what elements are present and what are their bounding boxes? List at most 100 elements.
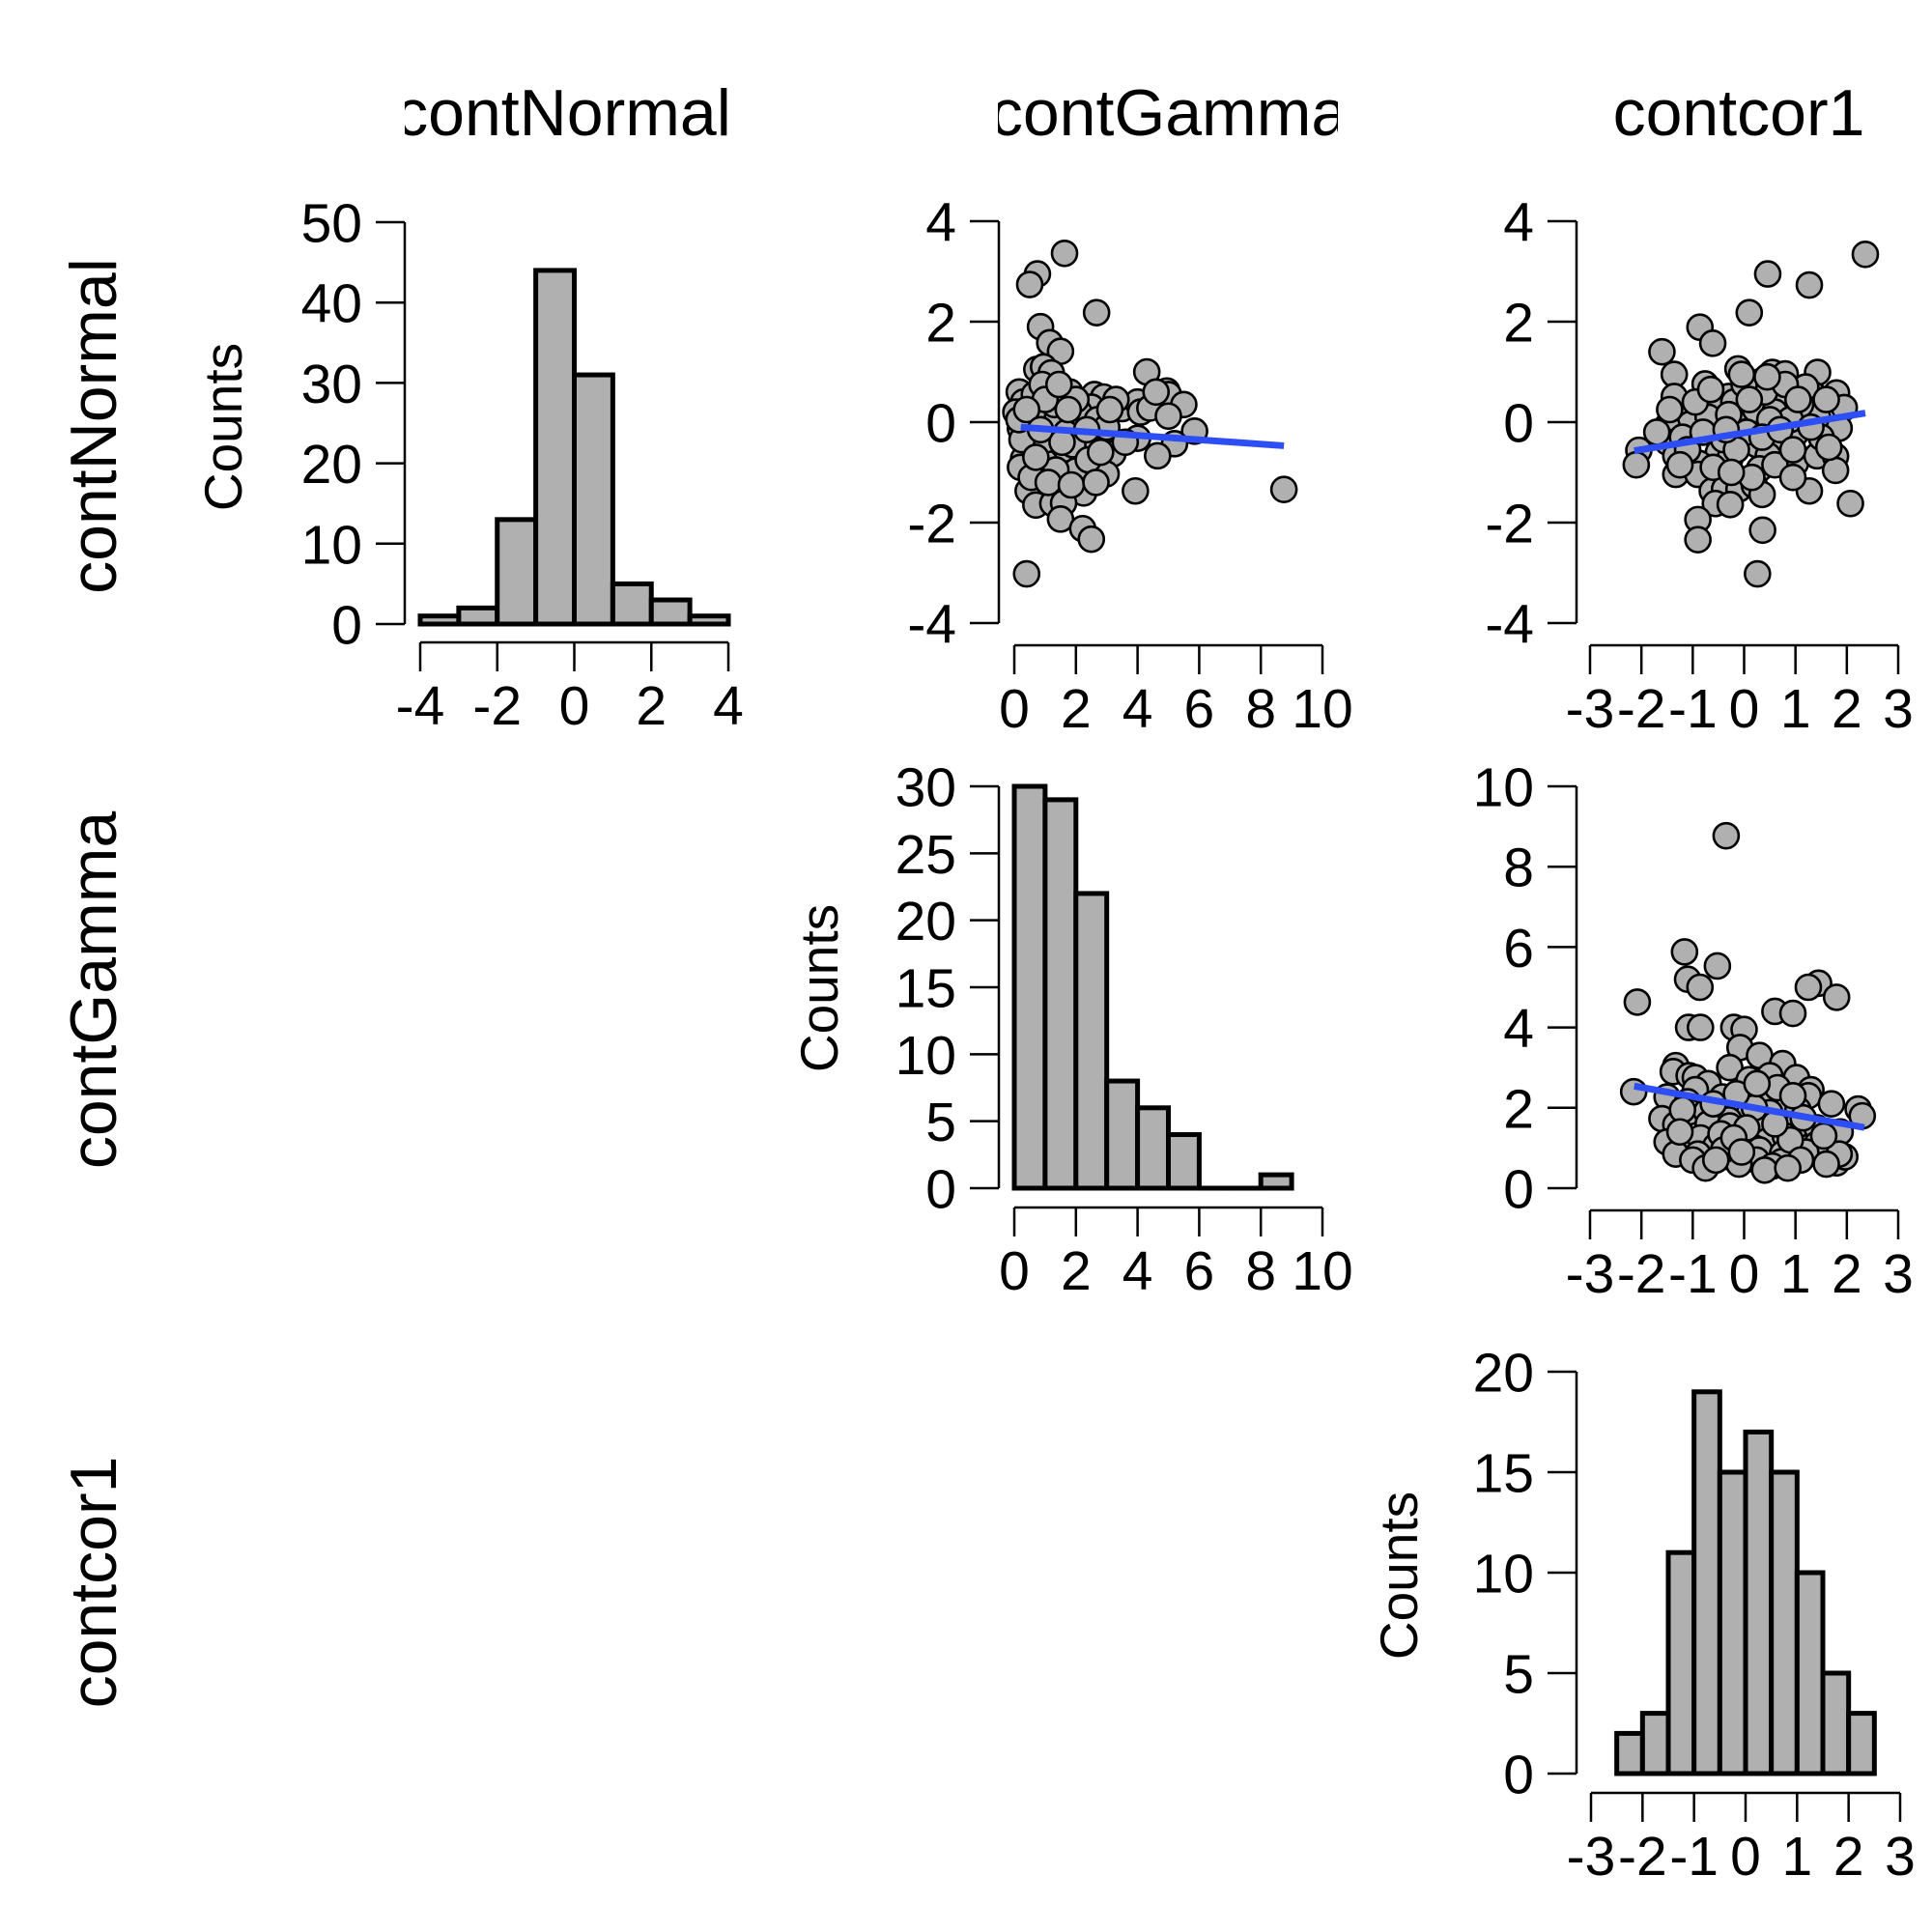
hist-contNormal-bar	[495, 517, 539, 627]
row-label-contcor1: contcor1	[57, 1457, 130, 1709]
hist-contNormal-x-tick-label: 2	[636, 675, 667, 737]
hist-contGamma-x-tick-label: 4	[1122, 1240, 1153, 1302]
scatter-contGamma-contNormal-point	[1044, 370, 1073, 399]
hist-contcor1-x-tick-label: 2	[1833, 1826, 1864, 1888]
hist-contcor1-y-tick-label: 20	[1473, 1343, 1534, 1405]
hist-contGamma-ylabel: Counts	[789, 904, 849, 1072]
scatter-contcor1-contNormal-point	[1753, 260, 1782, 288]
hist-contNormal-bar	[648, 597, 693, 627]
scatter-contcor1-contGamma-point	[1750, 1155, 1779, 1184]
scatter-contGamma-contNormal-point	[1050, 239, 1079, 268]
scatter-contcor1-contGamma-x-tick-label: -3	[1566, 1243, 1615, 1305]
scatter-contcor1-contNormal-y-tick-label: 4	[1503, 192, 1534, 254]
hist-contNormal-x-tick-label: 4	[713, 675, 744, 737]
hist-contNormal-x-tick-label: 0	[559, 675, 590, 737]
scatter-contcor1-contGamma-point	[1809, 1122, 1838, 1151]
scatter-contcor1-contGamma-point	[1670, 938, 1699, 966]
scatter-contcor1-contGamma-point	[1703, 952, 1732, 980]
row-label-contNormal: contNormal	[57, 258, 130, 594]
hist-contGamma-y-tick-label: 20	[895, 891, 956, 952]
scatter-contcor1-contNormal-point	[1735, 385, 1764, 413]
scatter-contGamma-contNormal-x-tick-label: 8	[1245, 678, 1276, 740]
scatter-contGamma-contNormal-point	[1142, 378, 1171, 407]
hist-contcor1-bar	[1820, 1670, 1852, 1776]
scatter-contGamma-contNormal-y-tick-label: 4	[925, 192, 956, 254]
scatter-contcor1-contNormal-y-tick-label: 0	[1503, 393, 1534, 455]
scatter-contGamma-contNormal-point	[1095, 395, 1124, 424]
hist-contGamma-bar	[1258, 1172, 1294, 1191]
scatter-contcor1-contGamma-point	[1665, 1118, 1694, 1147]
scatter-contcor1-contNormal-point	[1753, 362, 1781, 391]
hist-contNormal-y-tick-label: 20	[301, 434, 362, 496]
scatter-contcor1-contGamma-point	[1701, 1146, 1730, 1175]
scatter-contcor1-contGamma-point	[1712, 821, 1741, 850]
scatter-contcor1-contNormal-point	[1851, 241, 1880, 269]
hist-contGamma-bar	[1042, 797, 1079, 1191]
scatter-contGamma-contNormal-y-tick-label: 2	[925, 293, 956, 355]
column-title-contcor1: contcor1	[1613, 76, 1865, 150]
scatter-contcor1-contNormal-point	[1812, 385, 1840, 413]
hist-contcor1-x-tick-label: -1	[1669, 1826, 1719, 1888]
scatter-contcor1-contGamma-point	[1743, 1069, 1772, 1098]
scatter-contcor1-contNormal-point	[1778, 436, 1807, 464]
scatter-contcor1-contNormal-y-tick-label: -4	[1485, 594, 1534, 656]
scatter-contGamma-contNormal-x-tick-label: 6	[1184, 678, 1215, 740]
column-title-contNormal: contNormal	[395, 76, 731, 150]
hist-contcor1-ylabel: Counts	[1369, 1492, 1429, 1660]
scatter-contcor1-contGamma-y-tick-label: 0	[1503, 1159, 1534, 1221]
hist-contcor1-bar	[1794, 1570, 1826, 1776]
hist-contGamma-x-tick-label: 8	[1245, 1240, 1276, 1302]
hist-contGamma-bar	[1135, 1105, 1171, 1191]
scatter-contcor1-contGamma-point	[1812, 1150, 1840, 1179]
scatter-contcor1-contNormal-point	[1684, 526, 1712, 554]
hist-contNormal-bar	[572, 372, 615, 627]
scatter-contGamma-contNormal-point	[1054, 395, 1083, 424]
scatter-contGamma-contNormal-point	[1082, 298, 1111, 327]
scatter-contcor1-contNormal-point	[1795, 270, 1824, 299]
scatter-contcor1-contGamma-point	[1623, 988, 1652, 1016]
scatter-contGamma-contNormal-y-tick-label: 0	[925, 393, 956, 455]
scatter-contcor1-contNormal-point	[1748, 516, 1776, 545]
scatter-contcor1-contNormal-point	[1727, 360, 1756, 388]
scatter-contGamma-contNormal-point	[1015, 270, 1044, 298]
scatter-contcor1-contNormal-x-tick-label: 1	[1780, 678, 1811, 740]
scatter-contcor1-contNormal-regression-line	[1634, 410, 1866, 455]
scatter-contGamma-contNormal-x-tick-label: 4	[1122, 678, 1153, 740]
scatter-contcor1-contGamma-y-tick-label: 4	[1503, 998, 1534, 1060]
scatter-contGamma-contNormal-point	[1022, 443, 1050, 471]
hist-contNormal-bar	[533, 268, 577, 627]
scatter-contcor1-contGamma-point	[1686, 973, 1715, 1002]
hist-contcor1-bar	[1639, 1711, 1671, 1776]
scatter-contcor1-contNormal-point	[1778, 463, 1807, 492]
hist-contNormal-x-tick-label: -2	[472, 675, 522, 737]
hist-contNormal-y-tick-label: 30	[301, 354, 362, 415]
hist-contGamma-y-tick-label: 25	[895, 824, 956, 886]
hist-contcor1-x-tick-label: -2	[1618, 1826, 1667, 1888]
scatter-contcor1-contNormal-x-tick-label: 2	[1832, 678, 1862, 740]
scatter-contcor1-contGamma-point	[1778, 1082, 1807, 1110]
hist-contcor1-bar	[1665, 1549, 1697, 1776]
hist-contGamma-bar	[1073, 891, 1110, 1191]
column-title-contGamma: contGamma	[990, 76, 1349, 150]
hist-contcor1-bar	[1846, 1711, 1877, 1776]
hist-contNormal-y-tick-label: 0	[331, 595, 362, 657]
hist-contcor1-bar	[1717, 1469, 1748, 1776]
hist-contGamma-y-tick-label: 30	[895, 757, 956, 819]
scatter-contcor1-contNormal-point	[1784, 385, 1812, 413]
scatter-contcor1-contGamma-y-tick-label: 10	[1473, 757, 1534, 819]
scatter-contGamma-contNormal-point	[1087, 438, 1115, 467]
scatter-contcor1-contNormal-point	[1744, 559, 1772, 588]
scatter-contcor1-contNormal-point	[1648, 337, 1676, 366]
scatter-contcor1-contGamma-x-tick-label: 0	[1729, 1243, 1760, 1305]
hist-contGamma-bar	[1166, 1132, 1202, 1191]
scatter-contGamma-contNormal-point	[1154, 402, 1182, 431]
scatter-contcor1-contGamma-x-tick-label: 1	[1780, 1243, 1811, 1305]
hist-contcor1-y-tick-label: 0	[1503, 1745, 1534, 1806]
scatter-contcor1-contNormal-point	[1814, 433, 1843, 462]
hist-contNormal-bar	[610, 581, 654, 627]
